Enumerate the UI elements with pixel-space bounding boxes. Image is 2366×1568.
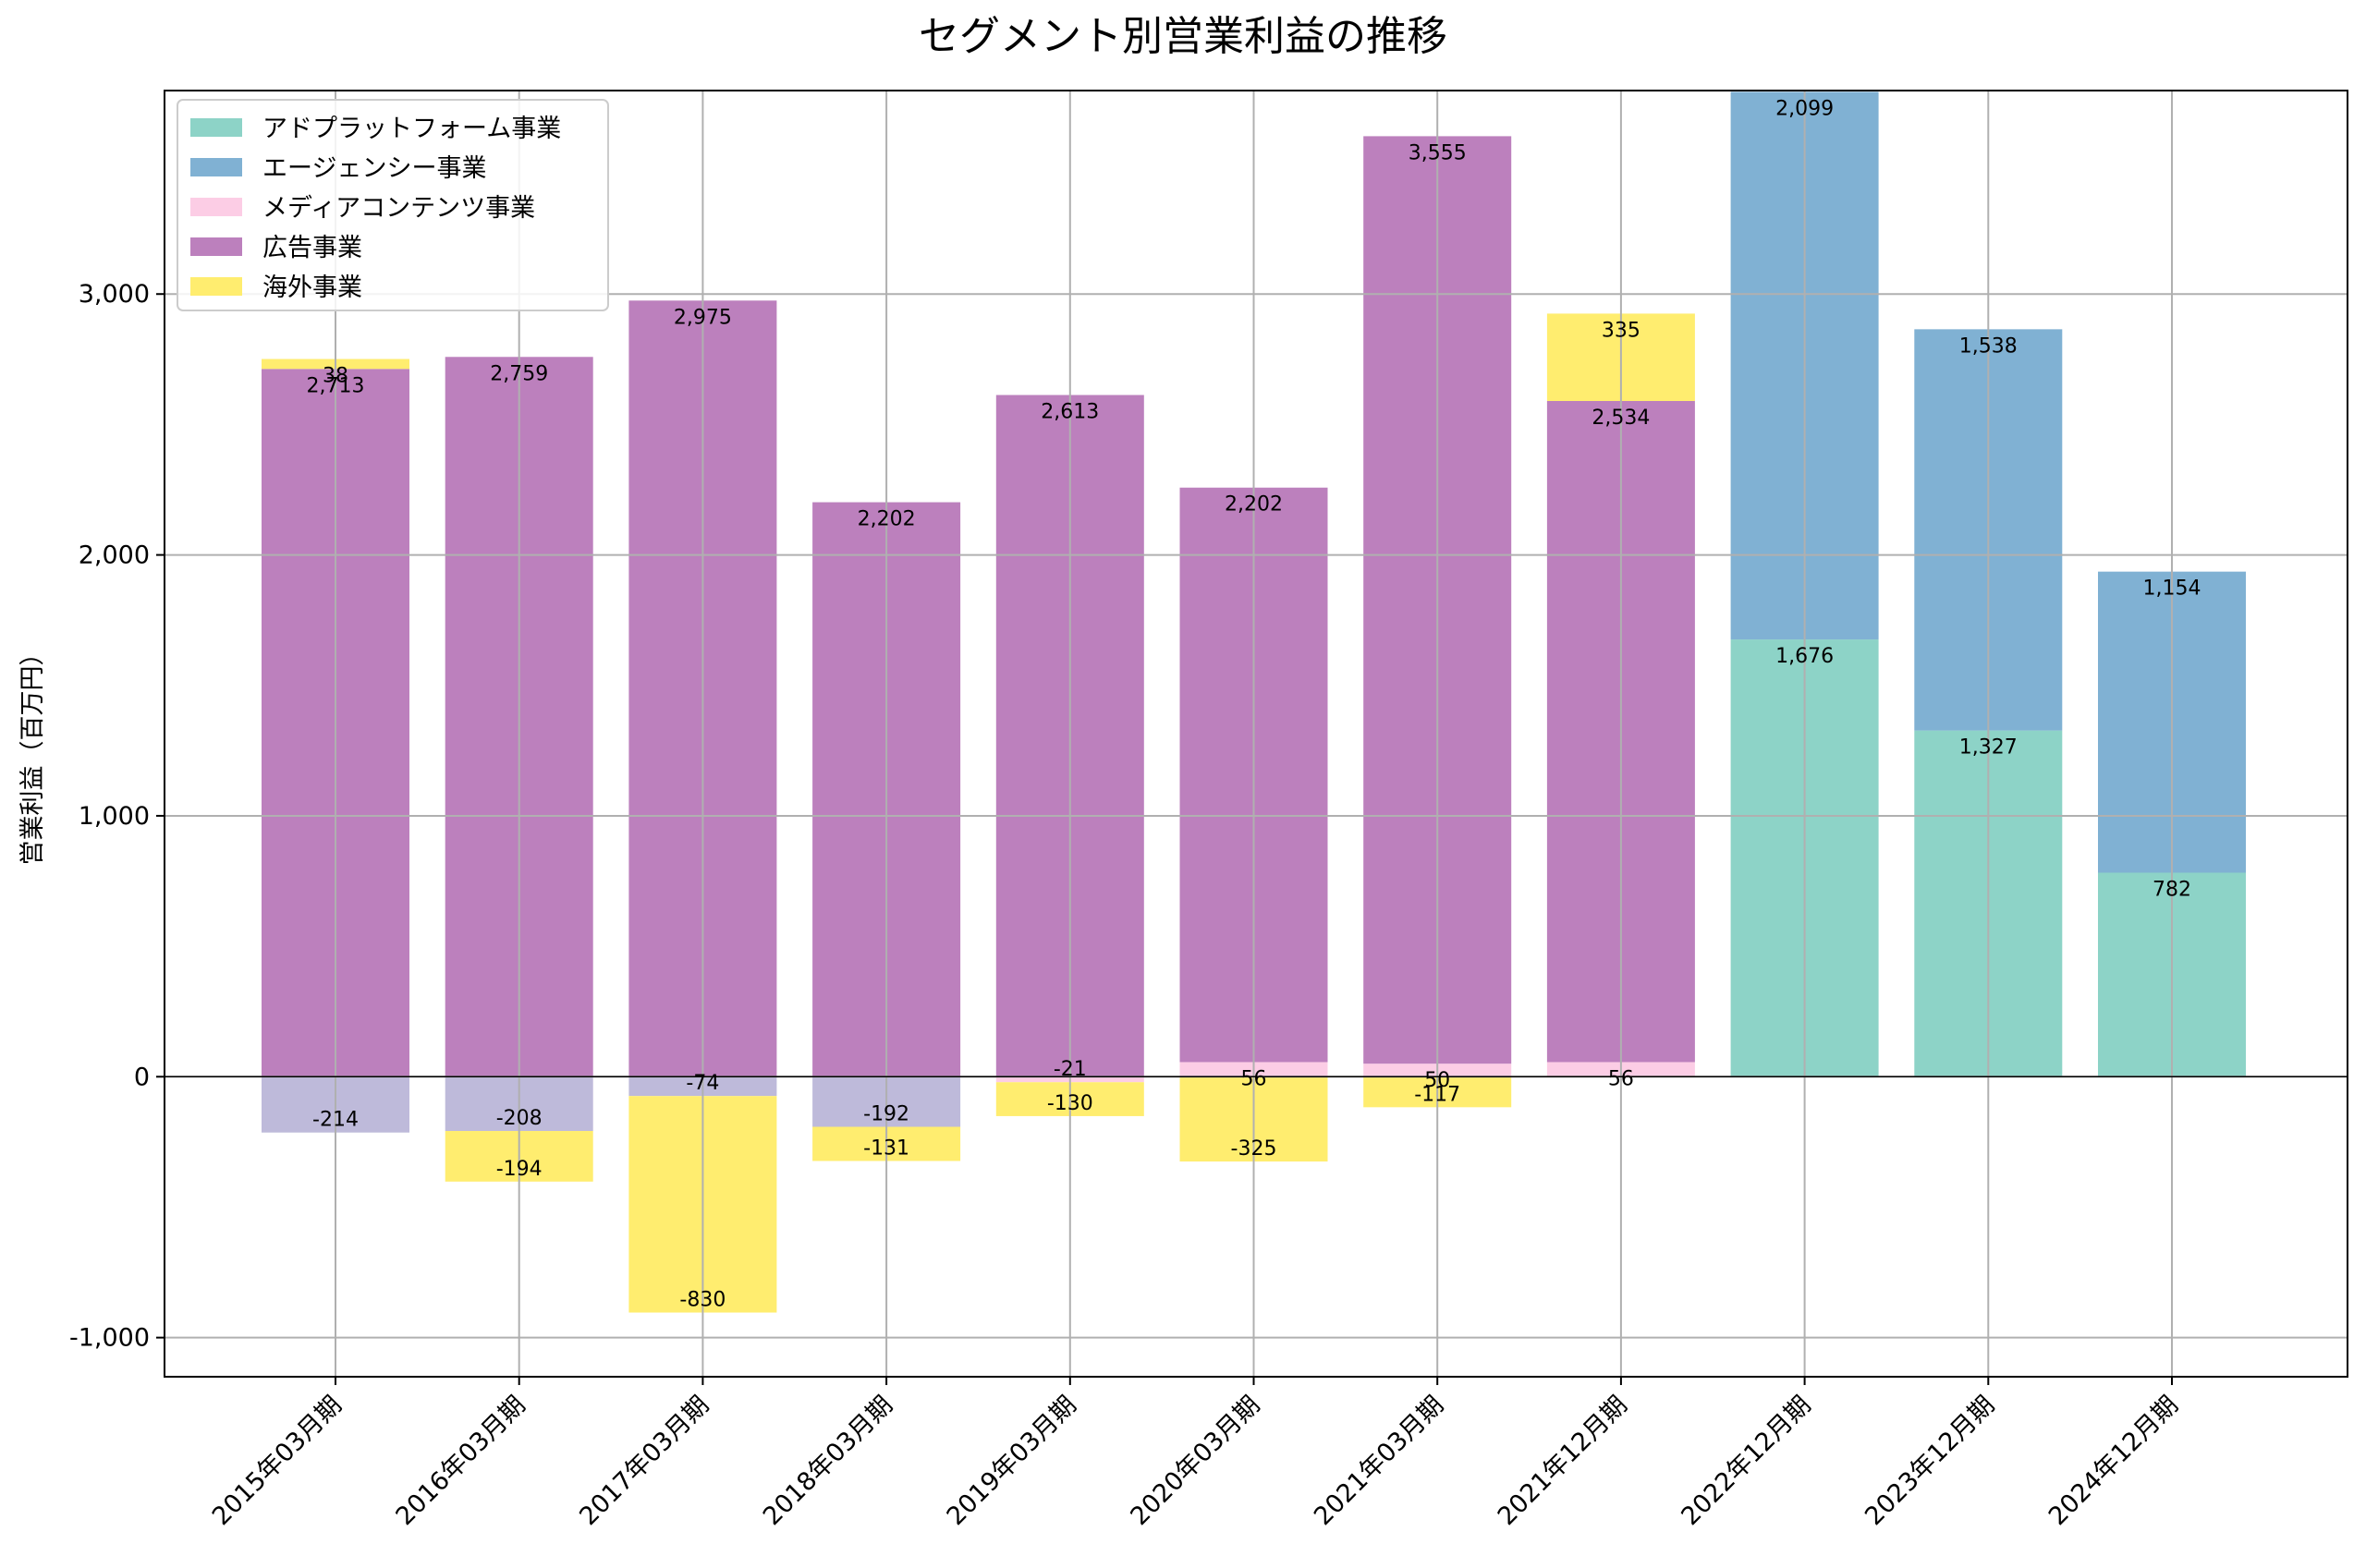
data-label-series2-cat4: -21	[1054, 1058, 1087, 1081]
data-label-series5-cat2: -830	[679, 1289, 726, 1312]
x-tick-label-3: 2018年03月期	[758, 1391, 898, 1531]
legend-swatch-2	[190, 198, 242, 216]
x-tick-label-4: 2019年03月期	[942, 1391, 1082, 1531]
data-label-series2-cat7: 56	[1608, 1067, 1634, 1090]
data-label-series1-cat9: 1,538	[1959, 334, 2018, 358]
y-axis-label: 営業利益（百万円）	[18, 641, 47, 866]
x-tick-label-5: 2020年03月期	[1125, 1391, 1265, 1531]
x-tick-label-2: 2017年03月期	[574, 1391, 714, 1531]
data-label-series5-cat3: -131	[863, 1136, 909, 1160]
data-label-series2-cat5: 56	[1241, 1067, 1267, 1090]
data-label-series1-cat10: 1,154	[2143, 577, 2201, 601]
data-label-series2-cat6: 50	[1424, 1069, 1450, 1092]
data-label-series1-cat8: 2,099	[1775, 97, 1834, 120]
x-tick-label-7: 2021年12月期	[1493, 1391, 1633, 1531]
legend-box	[177, 99, 609, 311]
data-label-series3-cat3: -192	[863, 1103, 909, 1126]
y-tick-label-2: 1,000	[79, 802, 150, 831]
legend-label-4: 海外事業	[262, 273, 362, 302]
data-label-series3-cat1: -208	[496, 1107, 543, 1130]
legend-label-3: 広告事業	[262, 234, 362, 262]
data-label-series5-cat6: -117	[1414, 1083, 1460, 1106]
data-label-series0-cat10: 782	[2153, 878, 2191, 901]
data-label-series4-cat5: 2,202	[1225, 493, 1283, 517]
legend-label-2: メディアコンテンツ事業	[262, 194, 535, 223]
y-tick-label-0: -1,000	[69, 1324, 150, 1353]
data-label-series0-cat8: 1,676	[1775, 645, 1834, 668]
y-tick-label-1: 0	[134, 1063, 150, 1091]
data-label-series0-cat9: 1,327	[1959, 736, 2018, 760]
data-label-series4-cat0: 2,713	[307, 374, 365, 397]
x-tick-label-0: 2015年03月期	[207, 1391, 348, 1531]
chart-title: セグメント別営業利益の推移	[919, 13, 1447, 60]
data-label-series5-cat5: -325	[1231, 1137, 1277, 1161]
x-tick-label-9: 2023年12月期	[1860, 1391, 2000, 1531]
y-tick-label-3: 2,000	[79, 541, 150, 570]
data-label-series4-cat3: 2,202	[858, 508, 916, 531]
legend-label-0: アドプラットフォーム事業	[262, 115, 561, 143]
legend-swatch-4	[190, 277, 242, 296]
x-tick-label-6: 2021年03月期	[1309, 1391, 1449, 1531]
data-label-series5-cat7: 335	[1602, 319, 1640, 342]
data-label-series3-cat2: -74	[686, 1072, 719, 1095]
data-label-series5-cat4: -130	[1047, 1092, 1093, 1115]
plot-frame	[164, 90, 2348, 1378]
legend-label-1: エージェンシー事業	[262, 154, 486, 183]
data-label-series4-cat1: 2,759	[490, 362, 548, 385]
legend-swatch-3	[190, 237, 242, 256]
legend-swatch-0	[190, 118, 242, 137]
data-label-series5-cat0: 38	[323, 365, 348, 388]
data-label-series3-cat0: -214	[312, 1109, 359, 1132]
x-tick-label-10: 2024年12月期	[2043, 1391, 2184, 1531]
y-tick-label-4: 3,000	[79, 280, 150, 309]
x-tick-label-8: 2022年12月期	[1676, 1391, 1816, 1531]
data-label-series4-cat2: 2,975	[674, 306, 732, 329]
x-tick-label-1: 2016年03月期	[391, 1391, 531, 1531]
data-label-series4-cat7: 2,534	[1592, 407, 1650, 430]
data-label-series4-cat4: 2,613	[1041, 401, 1099, 424]
data-label-series4-cat6: 3,555	[1409, 141, 1467, 164]
data-label-series5-cat1: -194	[496, 1158, 543, 1181]
legend-swatch-1	[190, 158, 242, 176]
